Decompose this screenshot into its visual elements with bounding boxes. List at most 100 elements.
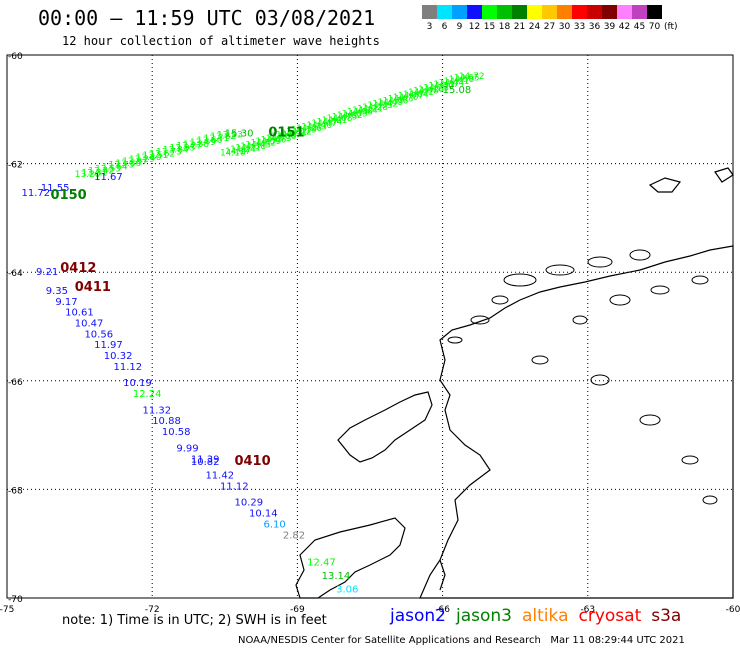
track-label-dense: 13.20 [75,170,101,180]
scale-swatch [632,5,647,19]
island-outline [590,374,610,386]
x-tick-label: -72 [145,605,160,615]
island-outline [691,275,709,285]
track-label-dense: 14.96 [347,108,373,118]
track-label-dense: 14.21 [357,104,383,114]
island-outline [681,455,699,465]
track-label-dense: 13.93 [217,130,243,140]
scale-label: 36 [588,22,601,32]
track-label-dense: 13.38 [183,140,209,150]
track-label-dense: 14.59 [256,137,282,147]
track-label-dense: 13.49 [190,138,216,148]
chart-subtitle: 12 hour collection of altimeter wave hei… [62,34,380,48]
track-label-dense: 14.80 [271,132,297,142]
track-label-dense: 14.42 [372,100,398,110]
satellite-legend-item: s3a [651,606,682,626]
coastline [295,517,406,599]
track-label-dense: 14.72 [459,72,485,82]
pass-id-label: 0150 [51,188,87,203]
track-label-dense: 14.10 [220,148,246,158]
scale-swatch [467,5,482,19]
scale-label: 12 [468,22,481,32]
footer-note: note: 1) Time is in UTC; 2) SWH is in fe… [62,613,327,628]
x-tick-label: -66 [435,605,450,615]
scale-swatch [602,5,617,19]
scale-swatch [587,5,602,19]
track-label-dense: 14.47 [311,119,337,129]
scale-swatch [572,5,587,19]
track-label-dense: 13.75 [109,161,135,171]
y-tick-label: -68 [8,486,23,496]
wave-height-label: 11.12 [113,362,142,373]
track-label-dense: 14.65 [454,74,480,84]
track-label-dense: 13.84 [163,145,189,155]
pass-id-label: 0411 [75,280,111,295]
wave-height-label: 11.12 [220,481,249,492]
scale-label: 3 [426,22,433,32]
track-label-dense: 13.51 [143,151,169,161]
satellite-legend-item: jason3 [456,606,512,626]
island-outline [587,256,613,268]
scale-label: 27 [543,22,556,32]
coastline [439,559,446,591]
track-label-dense: 14.66 [261,135,287,145]
wave-height-label: 6.10 [264,519,286,530]
wave-height-label: 10.32 [104,351,133,362]
island-outline [572,315,588,325]
pass-id-label: 0151 [268,125,304,140]
track-label-dense: 13.27 [176,142,202,152]
track-label-dense: 14.82 [337,111,363,121]
x-tick-label: -60 [726,605,740,615]
scale-label: 45 [633,22,646,32]
scale-label: 42 [618,22,631,32]
track-label-dense: 14.40 [306,121,332,131]
wave-height-label: 12.24 [133,389,162,400]
track-label-dense: 13.95 [170,144,196,154]
satellite-legend-item: altika [522,606,569,626]
wave-height-label: 15.30 [225,128,254,139]
wave-height-label: 10.47 [75,319,104,330]
island-outline [545,264,575,276]
track-label-dense: 14.26 [296,124,322,134]
track-label-dense: 13.40 [136,153,162,163]
track-label-dense: 13.53 [95,164,121,174]
track-label-dense: 14.75 [332,113,358,123]
scale-swatch [527,5,542,19]
y-tick-label: -70 [8,595,23,605]
plot-frame [6,54,734,599]
wave-height-label: 15.08 [443,85,472,96]
track-label-dense: 14.89 [342,109,368,119]
track-label-dense: 14.38 [240,142,266,152]
track-label-dense: 14.87 [276,131,302,141]
track-label-dense: 14.19 [291,126,317,136]
satellite-legend-item: cryosat [578,606,642,626]
track-label-dense: 14.77 [398,91,424,101]
track-label-dense: 14.61 [322,116,348,126]
wave-height-label: 12.47 [307,557,336,568]
wave-height-label: 11.39 [191,454,220,465]
track-label-dense: 14.24 [230,145,256,155]
scale-label: 15 [483,22,496,32]
track-label-dense: 13.64 [102,163,128,173]
island-outline [531,355,549,365]
scale-label: 70 [648,22,661,32]
track-label-dense: 14.70 [393,93,419,103]
island-outline [639,414,661,426]
track-label-dense: 13.31 [82,168,108,178]
track-label-dense: 14.63 [388,95,414,105]
island-outline [503,273,537,287]
track-label-dense: 14.94 [281,129,307,139]
coastline [337,391,433,463]
wave-height-label: 10.88 [152,416,181,427]
scale-swatch [542,5,557,19]
scale-swatch [437,5,452,19]
track-label-dense: 13.82 [210,132,236,142]
track-label-dense: 13.97 [122,157,148,167]
wave-height-label: 11.97 [94,340,123,351]
scale-label: 33 [573,22,586,32]
track-label-dense: 14.30 [428,82,454,92]
scale-swatch [497,5,512,19]
track-label-dense: 13.71 [204,134,230,144]
scale-unit: (ft) [664,22,678,32]
